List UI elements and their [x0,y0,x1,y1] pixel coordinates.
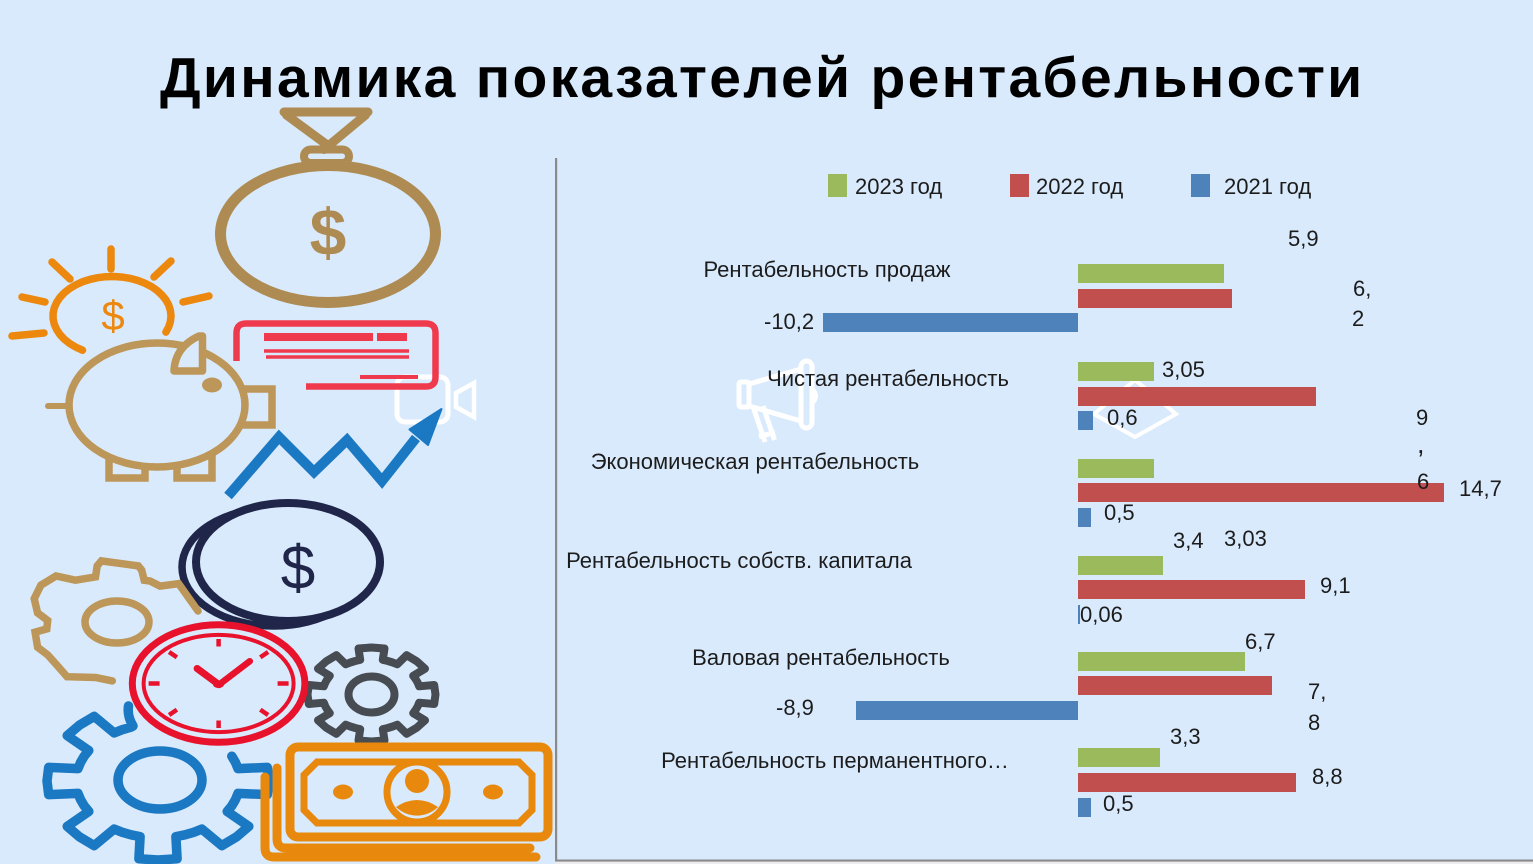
svg-text:$: $ [310,195,347,269]
svg-text:$: $ [281,534,315,603]
svg-text:$: $ [101,292,124,339]
